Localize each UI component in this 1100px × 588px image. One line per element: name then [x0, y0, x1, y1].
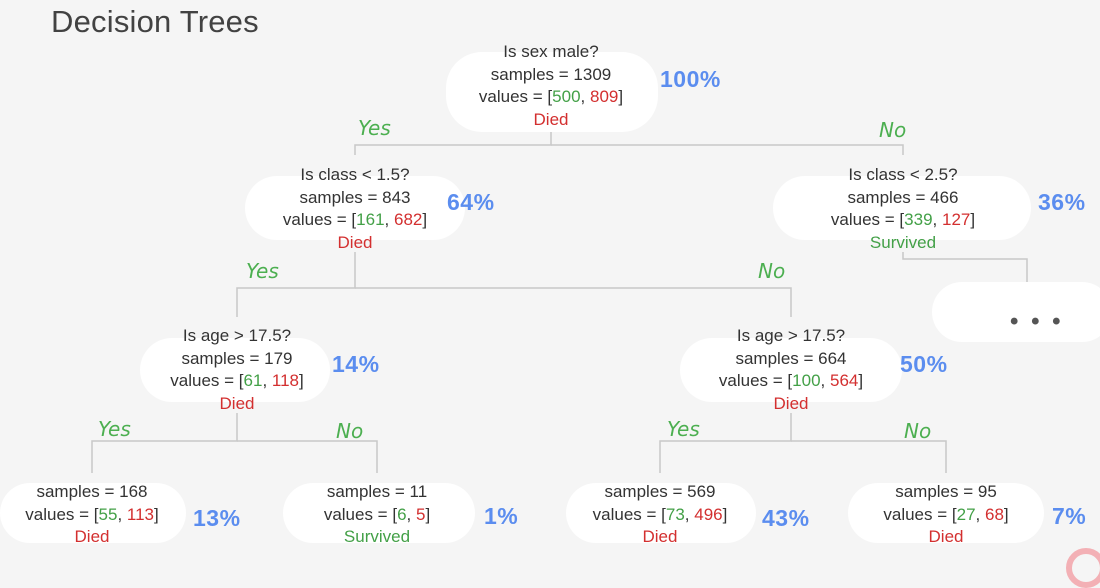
node-percent: 100%	[660, 66, 721, 92]
node-class: Died	[928, 527, 964, 546]
node-class: Died	[642, 527, 678, 546]
node-samples: samples = 466	[847, 187, 959, 207]
tree-leaf-4: samples = 95 values = [27, 68] Died	[883, 481, 1008, 549]
branch-label-yes: Yes	[667, 417, 700, 441]
node-samples: samples = 1309	[490, 64, 612, 84]
node-values: values = [61, 118]	[170, 371, 304, 390]
node-bg	[0, 483, 186, 543]
tree-leaf-2: samples = 11 values = [6, 5] Survived	[324, 481, 430, 549]
node-percent: 43%	[762, 505, 810, 531]
node-values: values = [100, 564]	[718, 371, 864, 390]
tree-leaf-3: samples = 569 values = [73, 496] Died	[593, 481, 728, 549]
value-survived: 55	[98, 504, 118, 524]
node-bg	[245, 176, 465, 240]
value-survived: 73	[665, 504, 685, 524]
branch-label-yes: Yes	[98, 417, 131, 441]
value-died: 113	[126, 504, 154, 524]
node-samples: samples = 843	[299, 187, 411, 207]
node-bg	[446, 52, 658, 132]
node-class: Died	[533, 109, 569, 129]
node-values: values = [500, 809]	[478, 87, 624, 106]
node-values: values = [55, 113]	[25, 504, 159, 524]
node-percent: 36%	[1038, 189, 1086, 215]
node-class: Died	[773, 393, 809, 413]
node-samples: samples = 11	[326, 482, 428, 501]
node-percent: 13%	[193, 505, 241, 531]
value-survived: 6	[397, 504, 407, 524]
tree-connectors	[91, 130, 1028, 473]
value-died: 5	[415, 504, 426, 524]
node-samples: samples = 569	[604, 482, 716, 501]
tree-leaf-1: samples = 168 values = [55, 113] Died	[25, 481, 158, 549]
value-survived: 100	[792, 371, 821, 390]
corner-decoration	[1066, 548, 1100, 588]
node-percent: 1%	[484, 503, 519, 529]
value-died: 118	[271, 371, 299, 390]
page-title: Decision Trees	[51, 4, 259, 39]
node-class: Survived	[869, 232, 937, 252]
node-bg	[932, 282, 1100, 342]
tree-node-root: Is sex male? samples = 1309 values = [50…	[479, 41, 623, 131]
value-died: 682	[393, 210, 423, 229]
node-samples: samples = 168	[36, 482, 148, 501]
node-samples: samples = 664	[735, 348, 847, 368]
branch-label-no: No	[758, 259, 786, 283]
node-values: values = [339, 127]	[830, 210, 976, 229]
node-question: Is class < 1.5?	[300, 165, 410, 184]
node-bg	[283, 483, 475, 543]
node-class: Died	[74, 527, 110, 546]
node-percent: 14%	[332, 351, 380, 377]
node-bg	[848, 483, 1044, 543]
node-samples: samples = 95	[895, 482, 997, 501]
node-bg	[680, 338, 902, 402]
branch-label-no: No	[904, 419, 932, 443]
node-question: Is age > 17.5?	[736, 326, 846, 345]
node-percent: 50%	[900, 351, 948, 377]
value-died: 564	[829, 371, 859, 390]
node-bg	[140, 338, 330, 402]
value-survived: 339	[904, 210, 933, 229]
node-values: values = [6, 5]	[323, 504, 431, 524]
node-question: Is class < 2.5?	[848, 165, 958, 184]
branch-label-yes: Yes	[358, 116, 391, 140]
node-bg	[566, 483, 756, 543]
value-survived: 27	[956, 504, 976, 524]
node-question: Is age > 17.5?	[182, 326, 292, 345]
tree-node-age-b: Is age > 17.5? samples = 664 values = [1…	[719, 325, 863, 415]
value-died: 127	[941, 210, 971, 229]
value-survived: 161	[356, 210, 385, 229]
value-survived: 500	[552, 87, 581, 106]
node-values: values = [161, 682]	[282, 210, 428, 229]
branch-label-yes: Yes	[246, 259, 279, 283]
node-percent: 7%	[1052, 503, 1087, 529]
value-survived: 61	[243, 371, 263, 390]
node-values: values = [27, 68]	[883, 504, 1009, 524]
tree-node-age-a: Is age > 17.5? samples = 179 values = [6…	[170, 325, 303, 415]
value-died: 809	[589, 87, 619, 106]
node-samples: samples = 179	[181, 348, 293, 368]
branch-label-no: No	[336, 419, 364, 443]
node-class: Died	[219, 393, 255, 413]
node-class: Died	[337, 232, 373, 252]
node-question: Is sex male?	[503, 42, 599, 61]
branch-label-no: No	[879, 118, 907, 142]
node-class: Survived	[343, 527, 411, 546]
node-bg	[773, 176, 1031, 240]
tree-node-class-lt-1-5: Is class < 1.5? samples = 843 values = […	[283, 164, 427, 254]
node-percent: 64%	[447, 189, 495, 215]
value-died: 496	[694, 504, 723, 524]
more-nodes-ellipsis: • • •	[1010, 308, 1064, 335]
tree-node-class-lt-2-5: Is class < 2.5? samples = 466 values = […	[831, 164, 975, 254]
node-values: values = [73, 496]	[592, 504, 728, 524]
value-died: 68	[984, 504, 1004, 524]
